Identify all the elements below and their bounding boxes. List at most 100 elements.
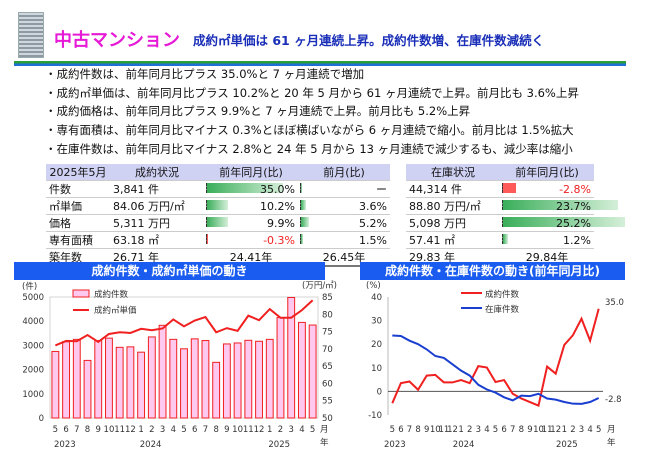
building-icon xyxy=(18,12,44,58)
y2-tick-label: 80 xyxy=(322,310,333,320)
bar xyxy=(169,338,178,419)
x-tick-label: 5 xyxy=(181,425,186,435)
x-tick-label: 5 xyxy=(390,425,395,435)
cell-value: 29.84年 xyxy=(525,251,569,264)
x-tick-label: 1 xyxy=(267,425,272,435)
x-tick-label: 7 xyxy=(74,425,79,435)
table-cell: ㎡単価 xyxy=(46,197,110,215)
x-tick-label: 12 xyxy=(447,425,458,435)
table-row: 件数 3,841 件 35.0% ー xyxy=(46,180,390,198)
value-bar xyxy=(502,200,619,210)
bar xyxy=(233,342,242,419)
y2-tick-label: 55 xyxy=(322,397,333,407)
x-tick-label: 9 xyxy=(224,425,229,435)
bullet-item: ・成約㎡単価は、前年同月比プラス 10.2%と 20 年 5 月から 61 ヶ月… xyxy=(45,86,579,100)
cell-value: ー xyxy=(376,183,387,196)
table-cell: 35.0% xyxy=(204,180,298,198)
y-tick-label: 0 xyxy=(377,387,382,397)
x-tick-label: 8 xyxy=(519,425,524,435)
bar xyxy=(222,343,231,419)
bullet-item: ・成約件数は、前年同月比プラス 35.0%と 7 ヶ月連続で増加 xyxy=(45,67,365,81)
bar xyxy=(212,361,221,419)
y-tick-label: 5000 xyxy=(22,293,44,303)
table-row: 57.41 ㎡ 1.2% xyxy=(406,231,594,249)
cell-value: 23.7% xyxy=(556,199,591,213)
value-bar xyxy=(300,234,303,244)
x-tick-label: 8 xyxy=(415,425,420,435)
table-header: 在庫状況 xyxy=(406,164,500,181)
value-bar xyxy=(300,183,302,193)
cell-value: 5.2% xyxy=(359,216,387,230)
table-cell: 専有面積 xyxy=(46,231,110,249)
y-axis-label: (件) xyxy=(22,281,37,292)
table-cell: 3.6% xyxy=(298,197,390,215)
cell-value: -2.8% xyxy=(559,182,591,196)
bar xyxy=(115,346,124,419)
bar xyxy=(51,350,60,419)
x-tick-label: 9 xyxy=(424,425,429,435)
bar xyxy=(137,351,146,419)
table-cell: 1.2% xyxy=(500,231,594,249)
x-tick-label: 11 xyxy=(243,425,254,435)
x-tick-label: 2 xyxy=(467,425,472,435)
cell-value: 3.6% xyxy=(359,199,387,213)
bar xyxy=(255,340,263,419)
y2-tick-label: 60 xyxy=(322,379,333,389)
value-bar xyxy=(206,183,283,193)
x-tick-label: 11 xyxy=(114,425,125,435)
series-line xyxy=(391,308,600,407)
x-tick-label: 9 xyxy=(96,425,101,435)
table-cell: 63.18 ㎡ xyxy=(110,231,204,249)
cell-value: 35.0% xyxy=(260,182,295,196)
cell-value: 1.2% xyxy=(563,233,591,247)
x-tick-label: 7 xyxy=(510,425,515,435)
value-bar xyxy=(206,200,229,210)
table-cell: 5,098 万円 xyxy=(406,214,500,232)
table-header: 前年同月(比) xyxy=(500,164,594,181)
table-cell: 10.2% xyxy=(204,197,298,215)
value-bar xyxy=(502,217,626,227)
legend-swatch xyxy=(72,289,90,298)
x-unit: 月 xyxy=(607,425,616,435)
year-label: 2025 xyxy=(268,440,290,450)
table-cell: 5,311 万円 xyxy=(110,214,204,232)
x-tick-label: 6 xyxy=(192,425,197,435)
x-tick-label: 4 xyxy=(171,425,176,435)
x-tick-label: 8 xyxy=(213,425,218,435)
table-cell: 57.41 ㎡ xyxy=(406,231,500,249)
bar xyxy=(72,338,81,419)
y-tick-label: 1000 xyxy=(22,390,44,400)
bullet-item: ・成約価格は、前年同月比プラス 9.9%と 7 ヶ月連続で上昇。前月比も 5.2… xyxy=(45,104,471,118)
table-cell: 価格 xyxy=(46,214,110,232)
bar xyxy=(265,338,274,419)
x-tick-label: 2 xyxy=(570,425,575,435)
page-title: 中古マンション xyxy=(54,30,180,51)
y2-tick-label: 70 xyxy=(322,345,333,355)
y2-tick-label: 65 xyxy=(322,362,333,372)
table-cell: 23.7% xyxy=(500,197,619,215)
cell-value: 1.5% xyxy=(359,233,387,247)
table-row: 5,098 万円 25.2% xyxy=(406,214,626,232)
end-label: -2.8 xyxy=(605,395,622,405)
table-header: 2025年5月 xyxy=(46,164,110,181)
x-unit: 年 xyxy=(607,437,616,448)
legend-label: 成約㎡単価 xyxy=(94,305,137,316)
value-bar xyxy=(206,217,228,227)
x-tick-label: 1 xyxy=(138,425,143,435)
table-row: ㎡単価 84.06 万円/㎡ 10.2% 3.6% xyxy=(46,197,390,215)
table-cell: 5.2% xyxy=(298,214,390,232)
bar xyxy=(308,324,317,419)
y-tick-label: 20 xyxy=(371,340,382,350)
x-tick-label: 7 xyxy=(203,425,208,435)
x-tick-label: 5 xyxy=(53,425,58,435)
bar xyxy=(244,339,253,419)
table-cell: -0.3% xyxy=(204,231,298,249)
x-tick-label: 4 xyxy=(587,425,592,435)
cell-value: 25.2% xyxy=(556,216,591,230)
table-header: 前年同月(比) xyxy=(204,164,298,181)
bar xyxy=(190,338,199,419)
cell-value: 24.41年 xyxy=(229,251,273,264)
price-line xyxy=(54,299,314,347)
x-tick-label: 7 xyxy=(407,425,412,435)
year-label: 2023 xyxy=(54,440,76,450)
